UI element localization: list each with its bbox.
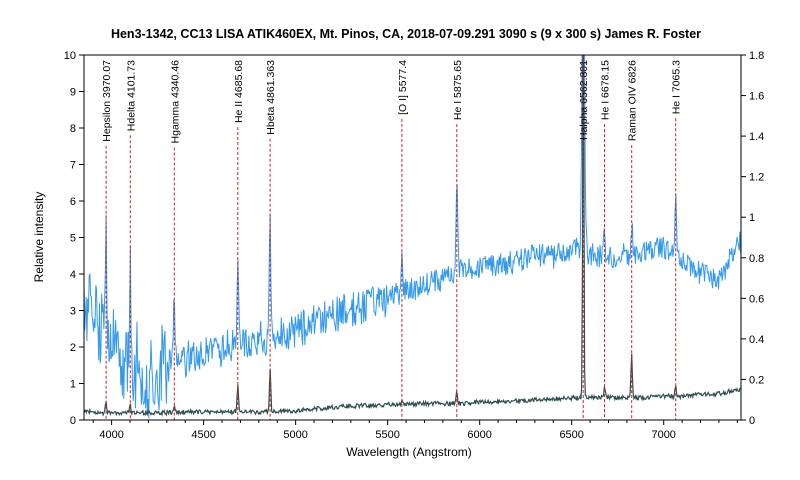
line-label: Hepsilon 3970.07	[101, 60, 113, 142]
line-label: He II 4685.68	[233, 60, 245, 123]
line-label: Hdelta 4101.73	[125, 60, 137, 131]
y2-tick-label: 0.6	[749, 293, 764, 305]
y2-tick-label: 0.2	[749, 374, 764, 386]
y-tick-label: 10	[64, 50, 76, 62]
x-tick-label: 4000	[99, 429, 123, 441]
y-tick-label: 6	[70, 196, 76, 208]
y2-tick-label: 1.8	[749, 50, 764, 62]
x-axis-label: Wavelength (Angstrom)	[346, 445, 472, 459]
plot-frame	[83, 54, 742, 421]
y2-tick-label: 1	[749, 212, 755, 224]
x-tick-label: 6500	[559, 429, 583, 441]
x-tick-label: 4500	[191, 429, 215, 441]
y2-tick-label: 0	[749, 415, 755, 427]
y-tick-label: 7	[70, 160, 76, 172]
chart-title: Hen3-1342, CC13 LISA ATIK460EX, Mt. Pino…	[111, 27, 701, 41]
y-tick-label: 1	[70, 379, 76, 391]
y2-tick-label: 1.6	[749, 91, 764, 103]
y-tick-label: 2	[70, 342, 76, 354]
y2-tick-label: 0.4	[749, 334, 764, 346]
line-label: He I 7065.3	[671, 60, 683, 114]
plot-area	[84, 55, 741, 419]
line-label: Hgamma 4340.46	[169, 60, 181, 144]
y-tick-label: 0	[70, 415, 76, 427]
series-dark-line	[84, 55, 741, 417]
y-tick-label: 8	[70, 123, 76, 135]
y-tick-label: 4	[70, 269, 76, 281]
y-tick-label: 3	[70, 306, 76, 318]
axes: 4000 4500 5000 5500 6000 6500 7000012345678910…	[64, 50, 765, 441]
line-label: Raman OIV 6826	[627, 60, 639, 141]
marker-lines: Hepsilon 3970.07 Hdelta 4101.73 Hgamma 434…	[101, 55, 683, 420]
y-tick-label: 5	[70, 233, 76, 245]
y2-tick-label: 1.2	[749, 172, 764, 184]
x-tick-label: 7000	[651, 429, 675, 441]
line-label: Hbeta 4861.363	[265, 60, 277, 135]
y2-tick-label: 0.8	[749, 253, 764, 265]
y-tick-label: 9	[70, 87, 76, 99]
line-label: Halpha 6562.801	[578, 60, 590, 140]
y2-tick-label: 1.4	[749, 131, 764, 143]
x-tick-label: 5000	[283, 429, 307, 441]
x-tick-label: 6000	[467, 429, 491, 441]
line-label: He I 6678.15	[600, 60, 612, 120]
y-axis-label: Relative intensity	[32, 192, 46, 283]
series-blue-line	[84, 55, 741, 419]
line-label: He I 5875.65	[452, 60, 464, 120]
x-tick-label: 5500	[375, 429, 399, 441]
line-label: [O I] 5577.4	[397, 60, 409, 115]
